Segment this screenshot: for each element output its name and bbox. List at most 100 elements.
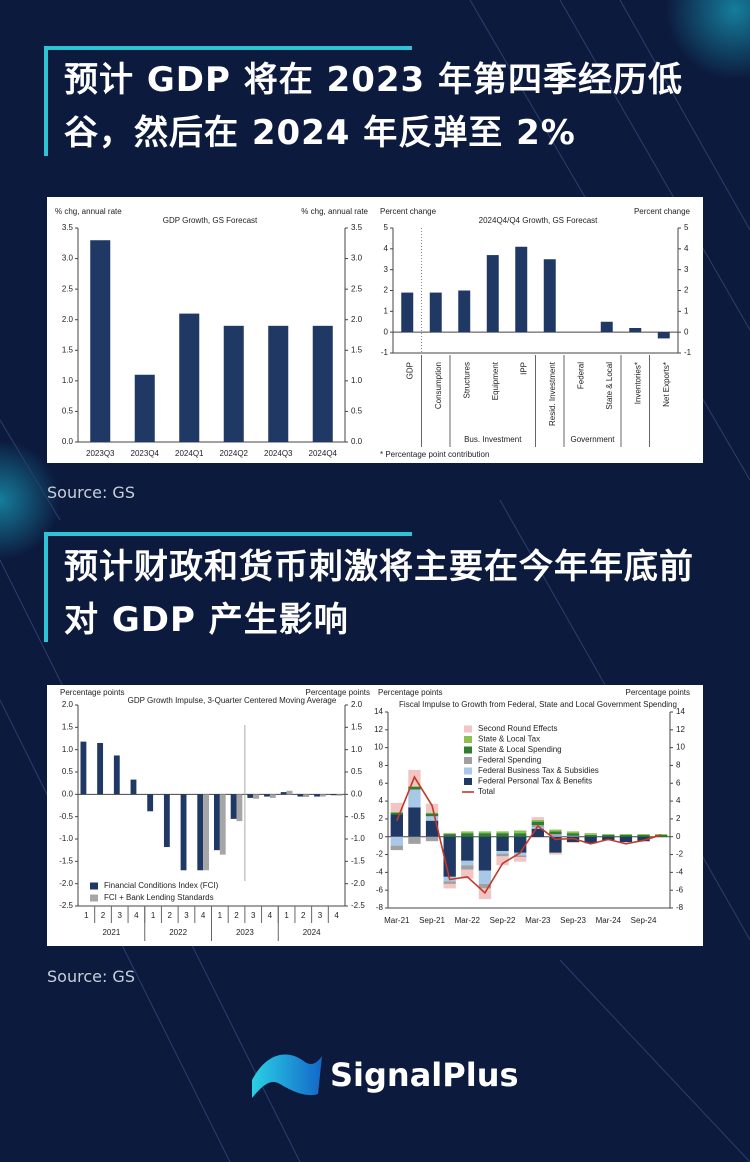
- x-tick-label: 4: [134, 911, 139, 920]
- bar: [180, 794, 187, 871]
- y2-tick-label: -2.0: [351, 879, 365, 888]
- bar: [584, 836, 597, 843]
- line: [396, 775, 662, 895]
- chart-title: GDP Growth, GS Forecast: [163, 216, 258, 225]
- bar: [514, 830, 527, 834]
- source: Source: GS: [47, 967, 135, 986]
- y2-tick-label: 3: [684, 265, 689, 274]
- y-tick-label: 1.0: [62, 745, 74, 754]
- bar: [602, 834, 615, 837]
- y-tick-label: 10: [374, 743, 383, 752]
- y2-axis-label: Percent change: [634, 207, 691, 216]
- y-tick-label: 4: [379, 796, 384, 805]
- y-tick-label: 0: [379, 832, 384, 841]
- bar: [319, 794, 326, 797]
- y2-tick-label: 2: [676, 814, 681, 823]
- x-tick-label: Sep-21: [419, 916, 445, 925]
- bar: [297, 794, 304, 797]
- bar: [549, 831, 562, 835]
- y-tick-label: 3.5: [62, 223, 74, 232]
- bar: [408, 836, 421, 844]
- y-tick-label: -6: [376, 885, 384, 894]
- footnote: * Percentage point contribution: [380, 450, 489, 459]
- bar: [549, 834, 562, 836]
- bar: [549, 829, 562, 832]
- y2-tick-label: 1.0: [351, 745, 363, 754]
- bar: [637, 834, 650, 835]
- x-tick-label: 1: [84, 911, 89, 920]
- bar: [425, 836, 439, 842]
- bar: [549, 835, 562, 837]
- y2-tick-label: -1.0: [351, 834, 365, 843]
- bar: [147, 794, 154, 812]
- y2-tick-label: 2.0: [351, 315, 363, 324]
- legend-label: Total: [478, 787, 495, 796]
- bar: [514, 852, 527, 856]
- bar: [330, 794, 337, 796]
- bar: [515, 246, 528, 333]
- x-tick-label: Equipment: [491, 361, 500, 400]
- bar: [443, 881, 456, 884]
- x-tick-label: State & Local: [605, 362, 614, 410]
- x-tick-label: GDP: [405, 362, 414, 379]
- x-tick-label: 3: [251, 911, 256, 920]
- y-tick-label: -2: [376, 850, 384, 859]
- bar: [80, 741, 87, 795]
- bar: [602, 836, 615, 841]
- bar: [619, 836, 633, 843]
- y-tick-label: 0.5: [62, 407, 74, 416]
- bar: [531, 819, 544, 822]
- bar: [223, 325, 244, 442]
- y2-tick-label: 12: [676, 725, 685, 734]
- legend-swatch: [464, 778, 472, 785]
- bar: [280, 792, 287, 795]
- y-tick-label: -1: [381, 348, 389, 357]
- bar: [390, 836, 403, 846]
- group-label: 2024: [303, 928, 321, 937]
- bar: [478, 831, 492, 834]
- bar: [514, 836, 527, 853]
- bar: [336, 794, 343, 796]
- bar: [629, 328, 642, 333]
- heading-frame: [44, 46, 412, 642]
- bar: [458, 290, 471, 333]
- legend-swatch: [464, 767, 472, 775]
- bar: [496, 853, 509, 857]
- x-tick-label: 2023Q3: [86, 449, 115, 458]
- bar: [566, 831, 580, 834]
- y2-tick-label: -1: [684, 348, 692, 357]
- bar: [219, 794, 226, 855]
- y-tick-label: -1.5: [59, 856, 73, 865]
- bar: [461, 869, 474, 879]
- x-tick-label: Net Exports*: [662, 362, 671, 407]
- bar: [637, 836, 650, 842]
- x-tick-label: 2024Q4: [309, 449, 338, 458]
- legend-label: Federal Spending: [478, 756, 541, 765]
- legend-swatch: [464, 746, 472, 754]
- x-tick-label: Inventories*: [633, 362, 642, 404]
- bar: [461, 833, 474, 837]
- legend-label: Federal Business Tax & Subsidies: [478, 766, 599, 775]
- y-tick-label: 8: [379, 761, 384, 770]
- y-tick-label: 0.5: [62, 767, 74, 776]
- bar: [478, 833, 492, 837]
- legend-label: FCI + Bank Lending Standards: [104, 893, 214, 902]
- x-tick-label: 3: [318, 911, 323, 920]
- bar: [566, 835, 580, 837]
- bar: [253, 794, 260, 799]
- legend-swatch: [464, 736, 472, 743]
- y2-tick-label: 1.5: [351, 345, 363, 354]
- y2-tick-label: 0.0: [351, 789, 363, 798]
- legend-label: State & Local Spending: [478, 745, 562, 754]
- bar: [496, 831, 509, 834]
- y-axis-label: Percent change: [380, 207, 437, 216]
- group-label: 2021: [102, 928, 120, 937]
- y-tick-label: 0.0: [62, 789, 74, 798]
- y2-tick-label: 4: [676, 796, 681, 805]
- bar: [390, 802, 403, 812]
- x-tick-label: 2024Q2: [220, 449, 249, 458]
- y2-tick-label: 0.5: [351, 767, 363, 776]
- x-tick-label: IPP: [519, 362, 528, 375]
